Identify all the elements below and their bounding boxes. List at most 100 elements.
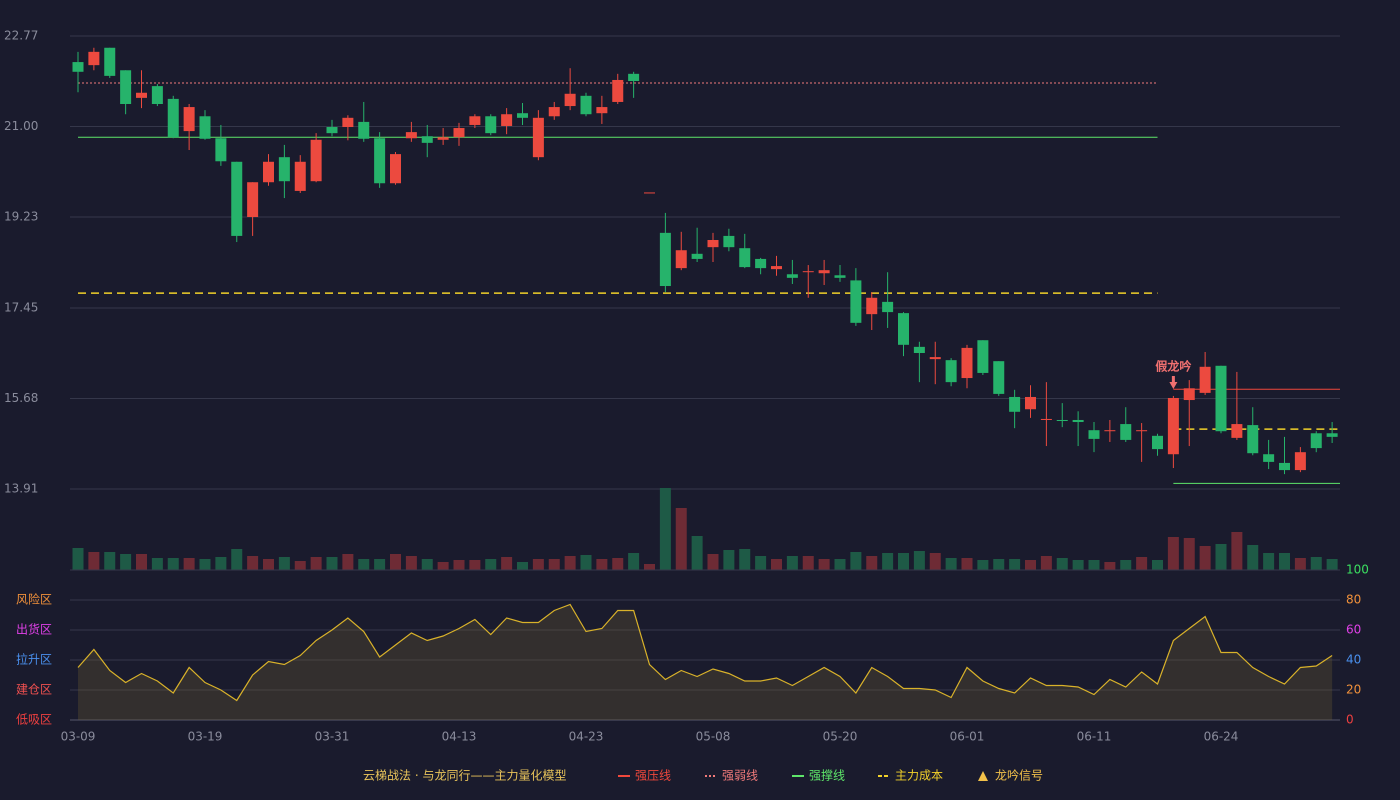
volume-bar [659,488,671,570]
indicator-tick-label: 60 [1346,623,1361,637]
candle-body [167,98,179,138]
volume-bar [532,559,544,570]
volume-bar [1072,560,1084,570]
volume-bar [1025,560,1036,570]
candle-body [945,360,957,383]
candle-body [1199,366,1211,393]
x-tick-label: 06-01 [950,730,985,744]
volume-bar [215,557,227,570]
candle-body [358,121,370,139]
volume-bar [1199,546,1211,570]
candle-body [183,107,195,132]
indicator-area [78,604,1333,720]
candle-body [644,192,655,194]
candle-body [612,79,624,102]
candle-body [199,116,211,139]
volume-bar [1040,556,1052,570]
candle-body [215,138,227,162]
candle-body [469,116,481,125]
volume-bar [1215,544,1227,570]
volume-bar [548,559,560,570]
candle-body [120,70,132,105]
candle-body [771,266,782,270]
volume-bar [913,551,925,570]
candle-body [1247,425,1259,454]
candle-body [1040,418,1052,420]
candle-body [278,157,290,182]
volume-bar [1247,545,1259,570]
x-tick-label: 04-13 [442,730,477,744]
candle-body [342,117,354,128]
volume-bar [390,554,401,570]
volume-bar [596,559,608,570]
legend-label: 强弱线 [722,769,758,783]
candle-body [898,313,909,345]
volume-bar [294,561,306,570]
candle-body [1025,396,1036,410]
volume-bar [358,559,370,570]
volume-bar [1056,558,1068,570]
zone-label: 拉升区 [16,652,52,667]
candle-body [374,138,386,184]
volume-bar [1120,560,1132,570]
candle-body [405,132,417,139]
candle-body [1104,430,1116,432]
candle-body [310,139,322,182]
candle-body [501,114,513,126]
annotation-label: 假龙吟 [1155,358,1191,373]
candle-body [723,235,735,248]
volume-bar [929,553,941,570]
volume-bar [231,549,243,570]
x-tick-label: 03-09 [61,730,96,744]
candle-body [136,92,147,98]
volume-bar [310,557,322,570]
y-tick-label: 17.45 [4,301,38,315]
candle-body [802,271,814,273]
volume-bar [120,554,132,570]
candle-body [1263,454,1275,462]
candle-body [390,154,401,184]
volume-bar [945,558,957,570]
volume-bar [691,536,703,570]
volume-bar [675,508,687,570]
candle-body [929,357,941,360]
y-tick-label: 19.23 [4,209,38,223]
legend-swatch [978,771,988,781]
volume-bar [834,559,846,570]
volume-bar [342,554,354,570]
zone-label: 出货区 [16,622,52,637]
volume-bar [326,557,338,570]
indicator-tick-label: 80 [1346,593,1361,607]
candle-body [1088,430,1100,439]
volume-bar [1167,537,1179,570]
x-tick-label: 05-20 [823,730,858,744]
volume-bar [771,559,782,570]
candle-body [72,62,84,72]
x-tick-label: 03-31 [315,730,350,744]
volume-bar [247,556,259,570]
candle-body [1294,452,1306,471]
x-tick-label: 06-24 [1204,730,1239,744]
legend-title: 云梯战法 · 与龙同行——主力量化模型 [363,769,566,783]
candle-body [691,253,703,259]
volume-bar [707,554,719,570]
volume-bar [104,552,116,570]
volume-bar [1104,562,1116,570]
volume-bar [1279,553,1290,570]
candle-body [421,136,433,143]
candle-body [1215,365,1227,432]
volume-bar [755,556,767,570]
candle-body [755,258,767,269]
zone-label: 建仓区 [16,683,52,697]
candle-body [1167,397,1179,455]
candle-body [517,113,528,118]
x-tick-label: 05-08 [696,730,731,744]
candle-body [326,127,338,134]
candle-body [1326,433,1338,437]
candle-body [818,270,830,274]
annotation-arrow [1169,375,1178,389]
volume-bar [1009,559,1021,570]
x-tick-label: 06-11 [1077,730,1112,744]
